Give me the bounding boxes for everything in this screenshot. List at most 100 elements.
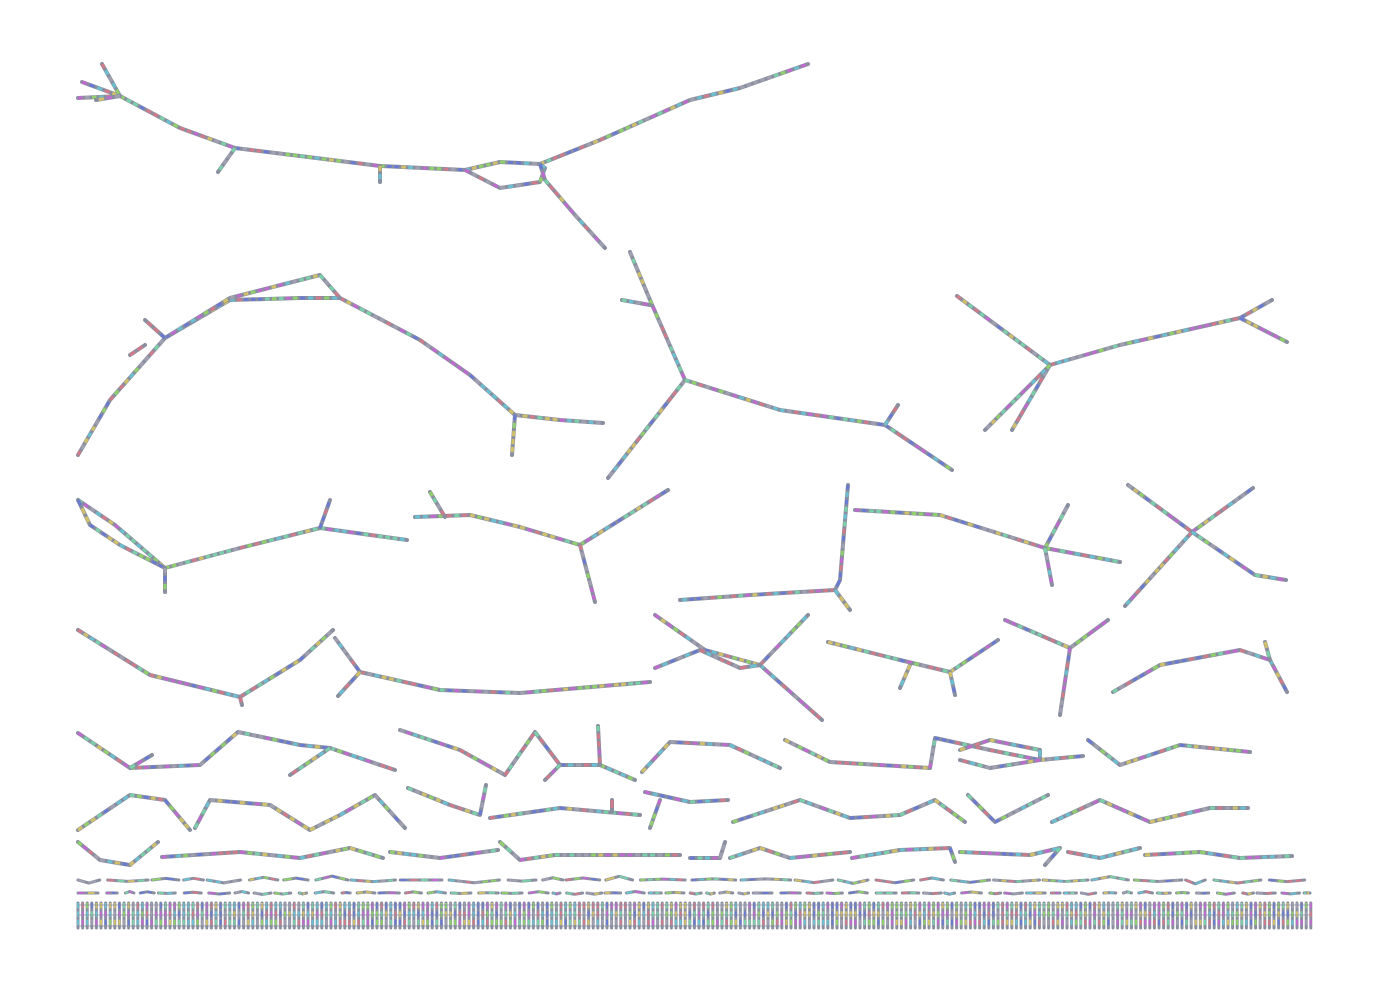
graph-node-segment [538, 176, 544, 183]
graph-edge [406, 783, 488, 817]
graph-node-segment [293, 660, 299, 665]
graph-node-segment [1235, 560, 1242, 567]
graph-node-segment [1023, 403, 1029, 409]
graph-node-segment [484, 762, 491, 768]
graph-node-segment [481, 794, 486, 801]
graph-node-segment [83, 632, 89, 638]
graph-node-segment [531, 180, 538, 185]
graph-node-segment [779, 803, 785, 809]
graph-node-segment [343, 159, 349, 164]
graph-node-segment [977, 763, 983, 768]
graph-node-segment [226, 737, 232, 743]
graph-node-segment [145, 847, 152, 853]
graph-node-segment [1145, 668, 1152, 675]
graph-node-segment [489, 815, 495, 820]
graph-node-segment [425, 343, 432, 349]
graph-node-segment [519, 857, 525, 862]
graph-node-segment [90, 817, 97, 823]
graph-edge [1190, 530, 1288, 582]
graph-node-segment [1014, 808, 1020, 814]
graph-node-segment [82, 845, 89, 851]
graph-node-segment [545, 773, 552, 780]
graph-node-segment [538, 890, 545, 894]
graph-node-segment [586, 142, 592, 147]
graph-node-segment [1018, 754, 1024, 759]
graph-node-segment [1037, 544, 1043, 549]
graph-node-segment [1259, 326, 1266, 332]
graph-node-segment [190, 318, 197, 324]
graph-node-segment [877, 422, 883, 427]
graph-node-segment [125, 98, 132, 104]
graph-node-segment [1123, 891, 1127, 894]
graph-node-segment [291, 769, 298, 775]
graph-node-segment [589, 587, 594, 593]
graph-node-segment [191, 558, 198, 563]
graph-node-segment [116, 799, 123, 805]
graph-node-segment [804, 703, 810, 710]
graph-node-segment [1056, 360, 1062, 365]
graph-node-segment [265, 736, 271, 741]
graph-node-segment [208, 892, 216, 895]
graph-node-segment [116, 758, 123, 764]
graph-node-segment [591, 877, 597, 881]
graph-node-segment [1266, 650, 1271, 658]
graph-node-segment [1127, 890, 1131, 894]
graph-node-segment [365, 890, 372, 894]
graph-node-segment [1187, 810, 1193, 815]
graph-node-segment [552, 806, 558, 811]
graph-node-segment [492, 161, 498, 166]
graph-node-segment [1202, 807, 1208, 812]
graph-node-segment [179, 126, 185, 132]
graph-node-segment [738, 657, 745, 663]
graph-edge [1086, 738, 1252, 767]
graph-node-segment [350, 160, 356, 165]
graph-node-segment [183, 322, 190, 328]
graph-node-segment [949, 892, 954, 896]
graph-node-segment [992, 765, 998, 770]
graph-node-segment [490, 879, 497, 882]
graph-node-segment [759, 402, 765, 407]
graph-node-segment [679, 631, 685, 637]
graph-node-segment [908, 440, 915, 446]
graph-node-segment [988, 528, 994, 534]
graph-node-segment [1005, 403, 1012, 410]
graph-node-segment [946, 807, 952, 813]
graph-node-segment [132, 550, 138, 556]
graph-node-segment [1227, 501, 1234, 507]
graph-node-segment [309, 645, 316, 652]
graph-node-segment [958, 816, 964, 822]
graph-node-segment [1144, 578, 1151, 585]
graph-node-segment [450, 360, 457, 366]
graph-node-segment [77, 628, 83, 634]
graph-node-segment [959, 746, 966, 752]
graph-node-segment [816, 754, 822, 760]
graph-node-segment [732, 87, 738, 92]
graph-node-segment [478, 759, 485, 765]
graph-node-segment [1188, 657, 1195, 662]
graph-node-segment [1278, 577, 1284, 582]
graph-node-segment [282, 892, 289, 896]
graph-node-segment [505, 522, 511, 527]
graph-node-segment [769, 649, 776, 655]
graph-node-segment [231, 732, 238, 738]
graph-node-segment [566, 892, 572, 895]
graph-node-segment [1183, 328, 1189, 333]
graph-node-segment [274, 892, 281, 895]
graph-node-segment [299, 154, 305, 159]
graph-node-segment [357, 161, 364, 166]
graph-node-segment [1203, 539, 1210, 545]
graph-node-segment [1262, 574, 1269, 579]
graph-node-segment [810, 751, 816, 756]
graph-node-segment [671, 390, 678, 397]
graph-node-segment [1210, 653, 1216, 657]
graph-node-segment [696, 95, 703, 100]
graph-node-segment [657, 111, 663, 116]
graph-node-segment [899, 811, 906, 817]
graph-edge [488, 806, 642, 820]
graph-node-segment [428, 491, 434, 497]
graph-node-segment [719, 657, 725, 663]
graph-node-segment [787, 688, 793, 695]
graph-node-segment [99, 858, 106, 863]
graph-node-segment [222, 159, 228, 165]
graph-node-segment [631, 122, 637, 128]
